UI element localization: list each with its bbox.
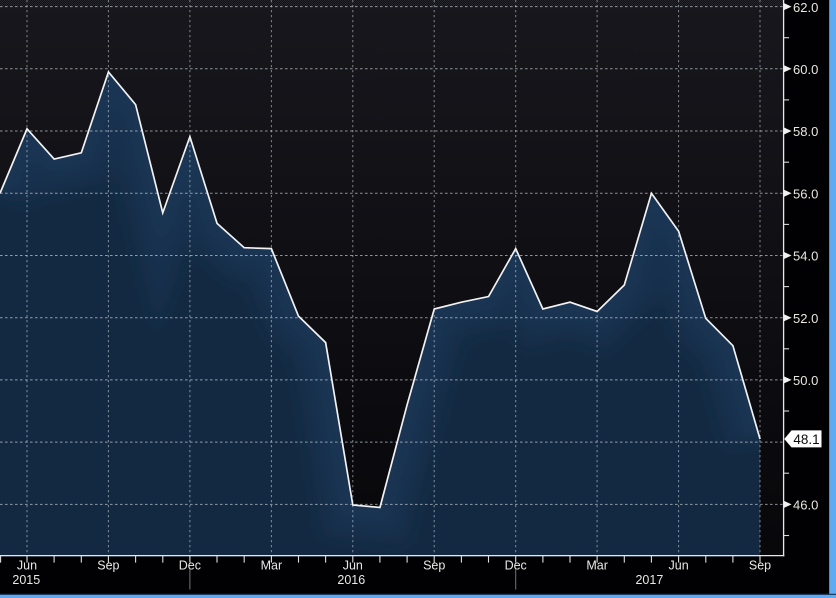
svg-text:54.0: 54.0 (793, 249, 818, 264)
svg-text:Jun: Jun (669, 558, 689, 572)
svg-text:60.0: 60.0 (793, 62, 818, 77)
svg-text:46.0: 46.0 (793, 498, 818, 513)
svg-text:Jun: Jun (17, 558, 37, 572)
svg-text:48.1: 48.1 (793, 432, 819, 447)
svg-text:Sep: Sep (749, 558, 771, 572)
svg-text:Mar: Mar (261, 558, 283, 572)
svg-text:Dec: Dec (505, 558, 527, 572)
svg-text:2017: 2017 (635, 573, 663, 587)
svg-text:2015: 2015 (12, 573, 40, 587)
svg-text:50.0: 50.0 (793, 373, 818, 388)
svg-text:56.0: 56.0 (793, 187, 818, 202)
svg-text:Jun: Jun (343, 558, 363, 572)
svg-text:52.0: 52.0 (793, 311, 818, 326)
svg-text:Sep: Sep (423, 558, 445, 572)
svg-text:Mar: Mar (586, 558, 608, 572)
svg-text:62.0: 62.0 (793, 0, 818, 15)
svg-text:Dec: Dec (179, 558, 201, 572)
svg-text:58.0: 58.0 (793, 124, 818, 139)
svg-text:2016: 2016 (337, 573, 365, 587)
svg-text:Sep: Sep (97, 558, 119, 572)
